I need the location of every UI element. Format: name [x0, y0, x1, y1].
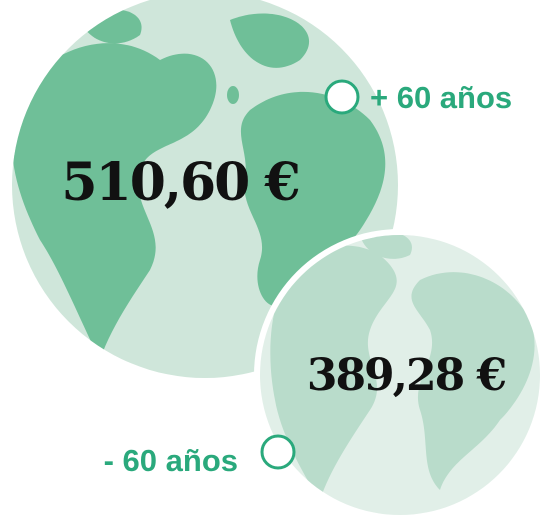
big-globe: [12, 0, 398, 378]
label: + 60 años: [370, 80, 512, 115]
marker: [324, 79, 360, 115]
marker: [260, 434, 296, 470]
amount: 389,28 €: [307, 350, 506, 401]
small-globe: [254, 229, 540, 516]
amount: 510,60 €: [61, 152, 298, 213]
label: - 60 años: [104, 443, 238, 478]
